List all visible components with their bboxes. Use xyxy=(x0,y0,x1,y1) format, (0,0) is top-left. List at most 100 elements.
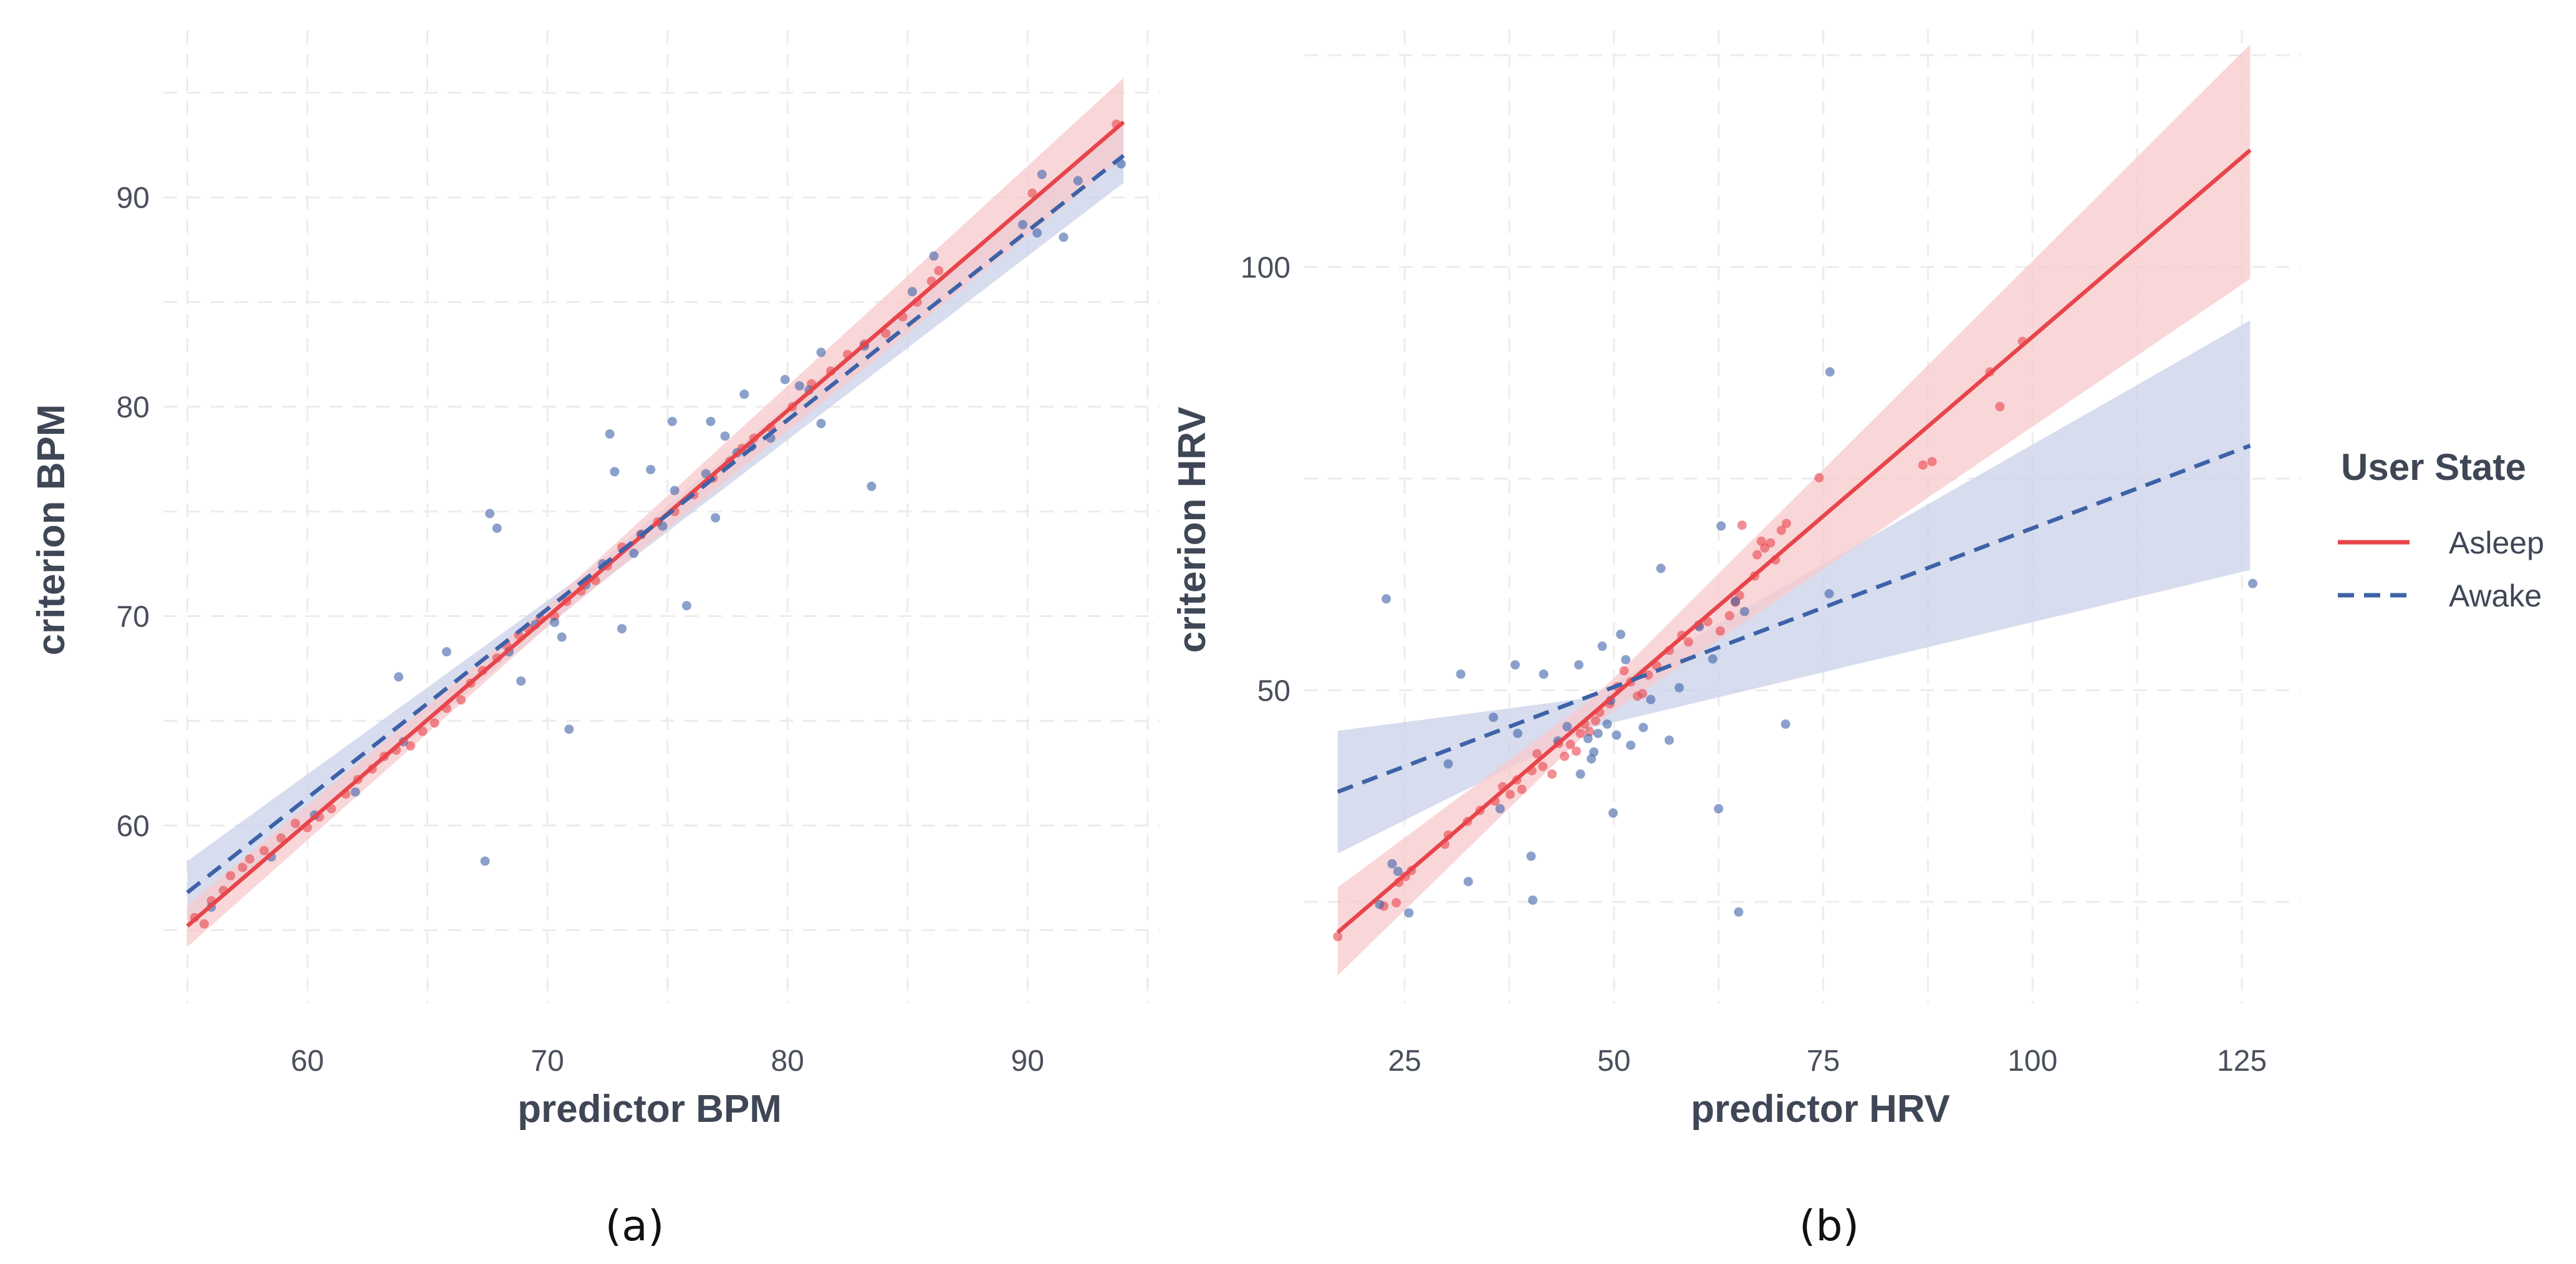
asleep-point xyxy=(1927,457,1937,467)
x-tick-label: 25 xyxy=(1388,1045,1421,1078)
asleep-point xyxy=(1333,932,1343,942)
x-tick-label: 75 xyxy=(1807,1045,1840,1078)
asleep-point xyxy=(1538,762,1548,772)
awake-point xyxy=(1825,367,1835,377)
awake-point xyxy=(681,601,691,611)
awake-point xyxy=(480,856,490,866)
panel-a-y-axis-title: criterion BPM xyxy=(30,404,73,655)
awake-point xyxy=(1583,734,1593,744)
panel-b-fit-lines xyxy=(1336,148,2252,934)
asleep-point xyxy=(1027,188,1037,198)
awake-point xyxy=(706,416,716,426)
awake-point xyxy=(1032,228,1042,238)
awake-point xyxy=(1597,641,1607,651)
awake-fit-line xyxy=(186,153,1125,894)
awake-point xyxy=(1528,895,1538,905)
asleep-point xyxy=(1752,550,1762,560)
awake-point xyxy=(1612,730,1622,740)
awake-point xyxy=(1716,521,1726,531)
awake-point xyxy=(646,464,656,474)
asleep-point xyxy=(1391,898,1401,907)
awake-point xyxy=(1375,899,1385,909)
awake-point xyxy=(1562,722,1572,732)
awake-point xyxy=(720,431,730,441)
awake-point xyxy=(867,481,877,491)
asleep-point xyxy=(259,846,269,856)
awake-point xyxy=(1646,694,1656,704)
awake-point xyxy=(393,672,403,682)
awake-point xyxy=(711,513,721,523)
awake-point xyxy=(780,375,790,385)
asleep-point xyxy=(1575,729,1585,739)
asleep-point xyxy=(1638,689,1647,699)
asleep-point xyxy=(1517,784,1527,794)
y-tick-label: 60 xyxy=(117,810,150,843)
awake-point xyxy=(1626,740,1636,750)
asleep-fit-line xyxy=(1336,148,2252,934)
asleep-point xyxy=(1683,637,1693,647)
y-tick-label: 80 xyxy=(117,391,150,424)
asleep-point xyxy=(406,741,416,751)
awake-point xyxy=(1512,729,1522,739)
awake-point xyxy=(1714,804,1724,814)
asleep-point xyxy=(245,854,255,864)
x-tick-label: 100 xyxy=(2007,1045,2057,1078)
legend-awake-label: Awake xyxy=(2449,578,2542,613)
awake-point xyxy=(350,787,360,797)
asleep-point xyxy=(456,695,466,705)
awake-point xyxy=(2248,578,2257,588)
awake-point xyxy=(550,618,560,628)
awake-point xyxy=(1638,722,1648,732)
x-tick-label: 70 xyxy=(531,1045,564,1078)
asleep-point xyxy=(1643,670,1653,680)
panel-a-ticks: 60 70 80 90 60 70 80 90 xyxy=(117,182,1044,1078)
x-tick-label: 80 xyxy=(771,1045,804,1078)
awake-point xyxy=(1387,859,1397,869)
x-tick-label: 90 xyxy=(1011,1045,1044,1078)
asleep-point xyxy=(291,818,300,828)
awake-point xyxy=(1018,219,1027,229)
panel-b-y-axis-title: criterion HRV xyxy=(1171,406,1214,653)
awake-point xyxy=(1824,589,1834,599)
awake-point xyxy=(1539,669,1549,679)
awake-point xyxy=(485,509,495,519)
asleep-point xyxy=(1547,769,1557,779)
panel-a-fit-lines xyxy=(186,120,1125,928)
awake-point xyxy=(441,647,451,657)
panel-b-x-axis-title: predictor HRV xyxy=(1691,1088,1950,1131)
y-tick-label: 90 xyxy=(117,182,150,215)
awake-point xyxy=(610,467,620,477)
asleep-point xyxy=(934,266,944,275)
panel-b-caption: (b) xyxy=(1799,1202,1859,1251)
awake-point xyxy=(1404,908,1414,918)
panel-b: 25 50 75 100 125 50 100 predictor HRV criterio… xyxy=(1171,30,2300,1251)
x-tick-label: 125 xyxy=(2217,1045,2267,1078)
asleep-point xyxy=(1590,716,1600,725)
awake-point xyxy=(1393,866,1403,876)
awake-point xyxy=(1510,660,1520,670)
awake-point xyxy=(492,524,502,533)
awake-point xyxy=(658,521,668,531)
panel-a-x-axis-title: predictor BPM xyxy=(517,1088,782,1131)
asleep-point xyxy=(1766,538,1776,548)
legend-title: User State xyxy=(2341,446,2526,488)
awake-point xyxy=(670,486,680,496)
asleep-point xyxy=(1776,525,1786,535)
x-tick-label: 60 xyxy=(291,1045,324,1078)
awake-point xyxy=(1621,655,1631,664)
panel-b-ticks: 25 50 75 100 125 50 100 xyxy=(1241,251,2267,1078)
asleep-point xyxy=(199,919,209,929)
awake-point xyxy=(739,390,749,399)
panel-b-bands xyxy=(1337,44,2251,976)
awake-fit-line xyxy=(1337,443,2251,794)
awake-point xyxy=(816,419,826,428)
asleep-point xyxy=(1619,666,1629,676)
awake-point xyxy=(1382,594,1391,604)
asleep-point xyxy=(1737,520,1747,530)
asleep-point xyxy=(1995,401,2005,411)
asleep-point xyxy=(226,871,236,881)
asleep-point xyxy=(881,328,891,338)
awake-point xyxy=(1739,606,1749,616)
awake-point xyxy=(1495,804,1505,814)
